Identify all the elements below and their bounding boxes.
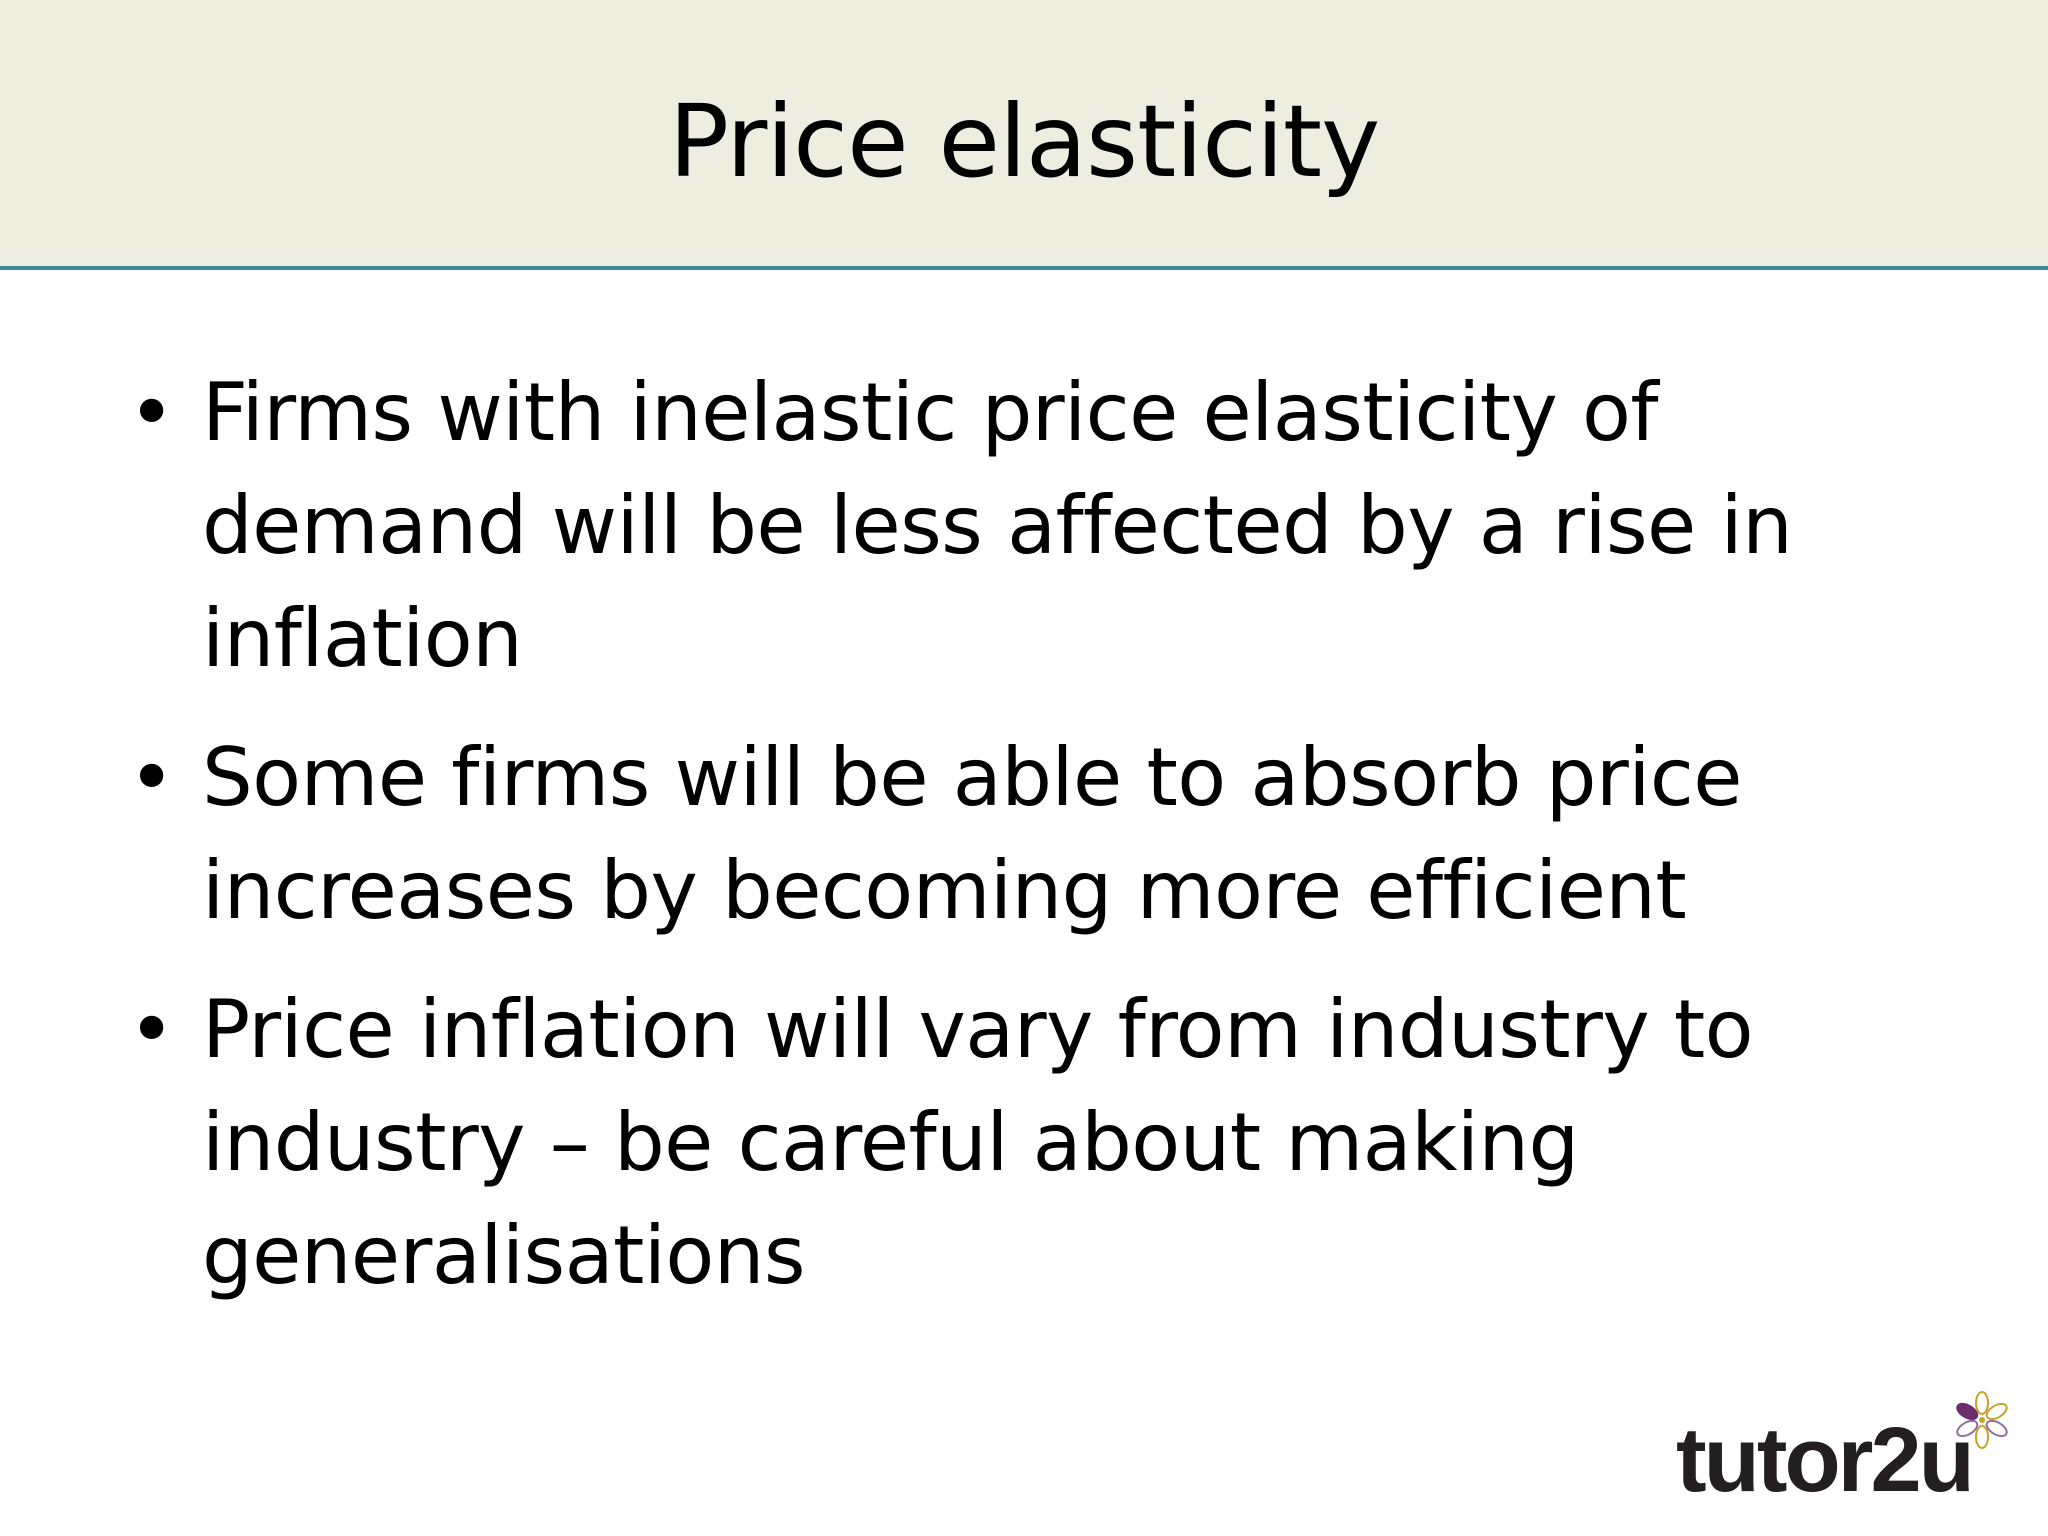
bullet-text: Some firms will be able to absorb price … [202,731,1742,937]
bullet-list: • Firms with inelastic price elasticity … [120,356,1920,1338]
bullet-item: • Price inflation will vary from industr… [120,973,1920,1312]
title-bar: Price elasticity [0,0,2048,270]
bullet-item: • Firms with inelastic price elasticity … [120,356,1920,695]
tutor2u-logo: tutor2u [1676,1388,2008,1511]
bullet-text: Price inflation will vary from industry … [202,983,1754,1302]
bullet-text: Firms with inelastic price elasticity of… [202,366,1793,685]
bullet-icon: • [128,983,175,1076]
bullet-item: • Some firms will be able to absorb pric… [120,721,1920,947]
bullet-icon: • [128,731,175,824]
slide-title: Price elasticity [668,83,1381,200]
flower-icon [1956,1391,2008,1449]
bullet-icon: • [128,366,175,459]
logo-wordmark: tutor2u [1676,1409,1975,1511]
